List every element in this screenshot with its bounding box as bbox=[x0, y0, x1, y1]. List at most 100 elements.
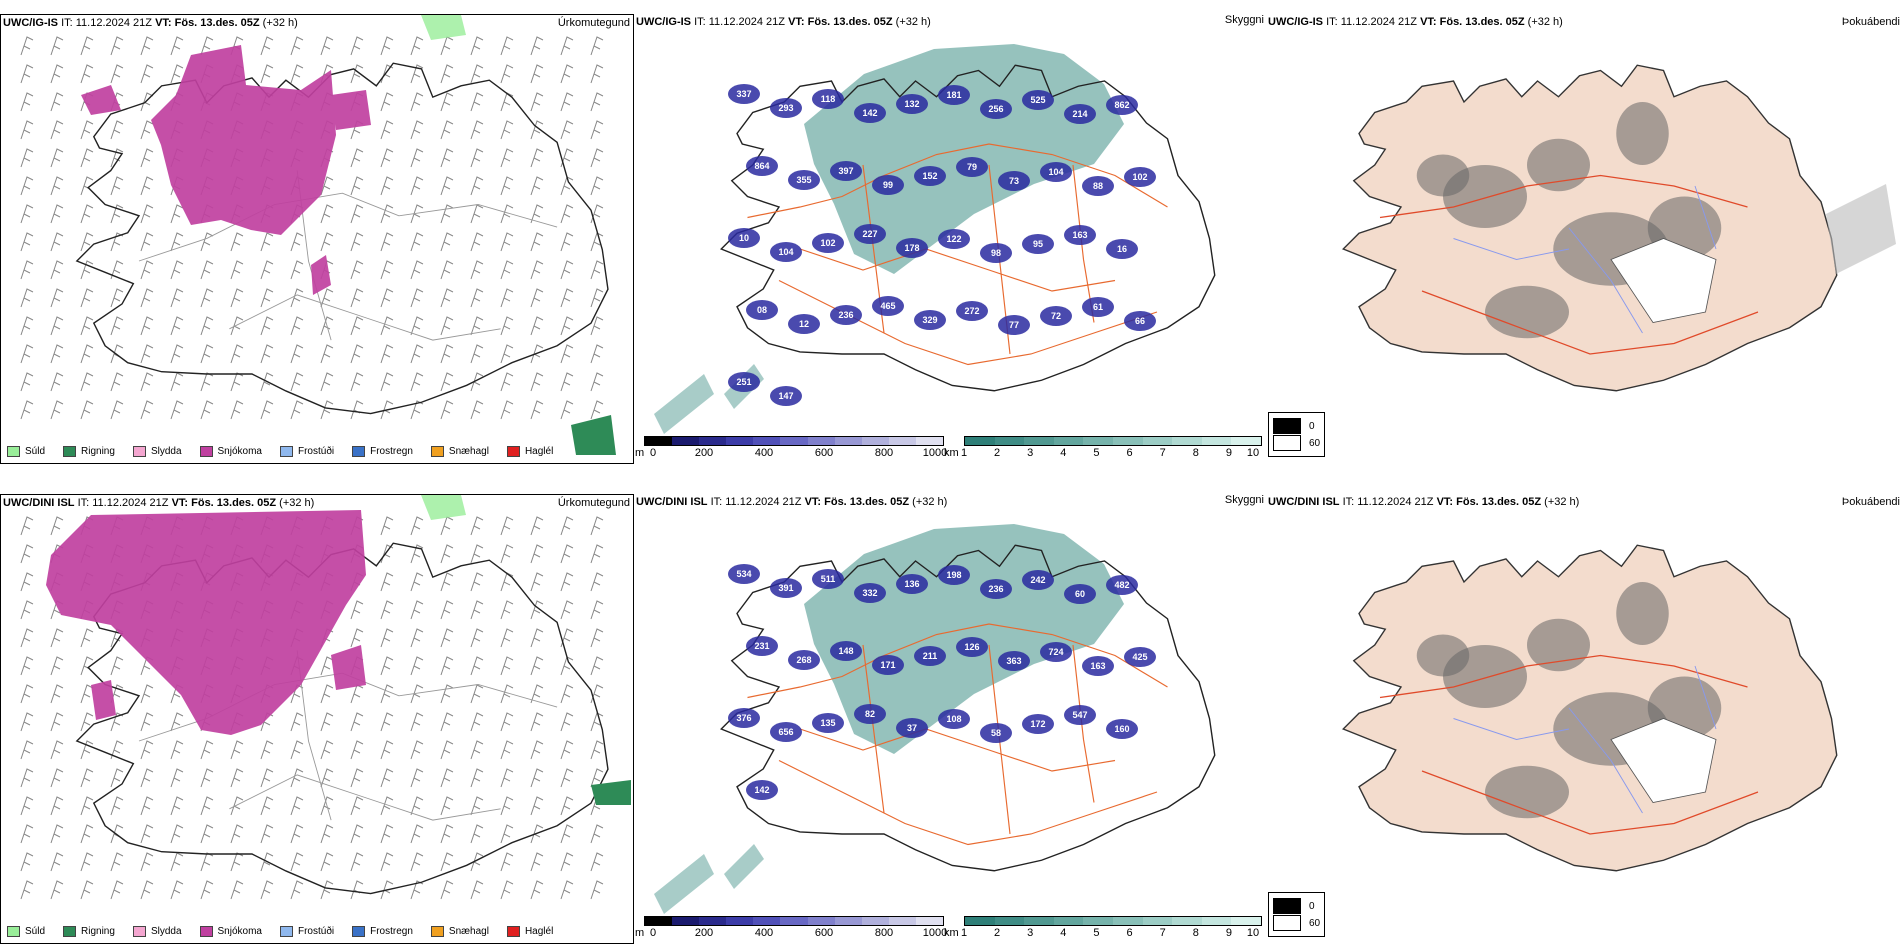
panel-title: Úrkomutegund bbox=[557, 497, 630, 509]
wind-barb bbox=[380, 232, 394, 252]
wind-barb bbox=[50, 852, 64, 872]
legend-swatch bbox=[7, 446, 20, 457]
wind-barb bbox=[20, 372, 34, 392]
wind-barb bbox=[350, 796, 364, 816]
wind-barb bbox=[140, 824, 154, 844]
wind-barb bbox=[530, 628, 544, 648]
colorbar-segment bbox=[861, 437, 889, 445]
ceiling-height-label: 211 bbox=[923, 651, 938, 661]
wind-barb bbox=[290, 260, 304, 280]
visibility-unit: km bbox=[944, 927, 959, 939]
cloud-ceiling-area bbox=[896, 718, 928, 738]
wind-barb bbox=[590, 64, 604, 84]
wind-barb bbox=[380, 516, 394, 536]
colorbar-tick: 200 bbox=[694, 447, 714, 459]
wind-barb bbox=[50, 64, 64, 84]
wind-barb bbox=[590, 36, 604, 56]
wind-barb bbox=[230, 288, 244, 308]
wind-barb bbox=[560, 288, 574, 308]
wind-barb bbox=[530, 260, 544, 280]
wind-barb bbox=[50, 288, 64, 308]
wind-barb bbox=[470, 656, 484, 676]
ceiling-height-label: 293 bbox=[778, 103, 793, 113]
wind-barb bbox=[590, 372, 604, 392]
ceiling-height-label: 102 bbox=[1132, 172, 1147, 182]
wind-barb bbox=[260, 344, 274, 364]
fog-legend: 0 60 bbox=[1268, 892, 1326, 937]
wind-barb bbox=[530, 684, 544, 704]
cloud-ceiling-area bbox=[980, 579, 1012, 599]
wind-barb bbox=[260, 232, 274, 252]
colorbar-segment bbox=[965, 917, 995, 925]
precip-legend: Súld Rigning Slydda Snjókoma Frostúði Fr… bbox=[7, 446, 553, 457]
wind-barb bbox=[560, 796, 574, 816]
wind-barb bbox=[20, 628, 34, 648]
wind-barb bbox=[170, 344, 184, 364]
cloud-ceiling-area bbox=[728, 564, 760, 584]
wind-barb bbox=[140, 288, 154, 308]
colorbar-tick: 8 bbox=[1192, 447, 1199, 459]
wind-barb bbox=[140, 344, 154, 364]
wind-barb bbox=[380, 852, 394, 872]
wind-barb bbox=[500, 260, 514, 280]
wind-barb bbox=[500, 516, 514, 536]
wind-barb bbox=[440, 64, 454, 84]
colorbar-segment bbox=[753, 437, 781, 445]
wind-barb bbox=[410, 684, 424, 704]
height-unit: m bbox=[635, 447, 645, 459]
ceiling-height-label: 511 bbox=[821, 574, 836, 584]
wind-barb bbox=[500, 176, 514, 196]
wind-barb bbox=[470, 288, 484, 308]
glacier bbox=[1610, 238, 1717, 323]
wind-barb bbox=[590, 92, 604, 112]
ceiling-height-label: 77 bbox=[1009, 320, 1019, 330]
wind-barb bbox=[80, 148, 94, 168]
ceiling-height-label: 482 bbox=[1114, 580, 1129, 590]
wind-barb bbox=[530, 372, 544, 392]
wind-barb bbox=[470, 824, 484, 844]
wind-barb bbox=[380, 684, 394, 704]
wind-barb bbox=[380, 768, 394, 788]
wind-barb bbox=[260, 852, 274, 872]
wind-barb bbox=[410, 768, 424, 788]
ceiling-height-label: 122 bbox=[946, 234, 961, 244]
low-visibility-area bbox=[654, 844, 764, 914]
wind-barb bbox=[410, 712, 424, 732]
colorbar-tick: 0 bbox=[649, 927, 657, 939]
wind-barb bbox=[200, 768, 214, 788]
wind-barb bbox=[20, 572, 34, 592]
wind-barb bbox=[350, 344, 364, 364]
wind-barb bbox=[530, 204, 544, 224]
wind-barb bbox=[110, 120, 124, 140]
wind-barb bbox=[560, 204, 574, 224]
precip-legend: Súld Rigning Slydda Snjókoma Frostúði Fr… bbox=[7, 926, 553, 937]
wind-barb bbox=[470, 92, 484, 112]
wind-barb bbox=[470, 796, 484, 816]
cloud-ceiling-area bbox=[854, 103, 886, 123]
wind-barb bbox=[560, 572, 574, 592]
wind-barb bbox=[260, 36, 274, 56]
wind-barb bbox=[170, 204, 184, 224]
wind-barb bbox=[20, 400, 34, 420]
wind-barb bbox=[20, 148, 34, 168]
colorbar-tick: 8 bbox=[1192, 927, 1199, 939]
precip-map bbox=[20, 15, 616, 455]
wind-barb bbox=[590, 344, 604, 364]
wind-barb bbox=[350, 176, 364, 196]
drizzle-area bbox=[421, 15, 466, 40]
wind-barb bbox=[20, 344, 34, 364]
ceiling-height-label: 136 bbox=[904, 579, 919, 589]
colorbar-segment bbox=[726, 437, 754, 445]
legend-item: Slydda bbox=[132, 446, 182, 457]
wind-barb bbox=[230, 740, 244, 760]
wind-barb bbox=[500, 288, 514, 308]
wind-barb bbox=[80, 684, 94, 704]
colorbar-segment bbox=[1053, 917, 1084, 925]
wind-barb bbox=[290, 64, 304, 84]
wind-barb bbox=[230, 852, 244, 872]
fog-area bbox=[1616, 582, 1669, 645]
wind-barb bbox=[140, 148, 154, 168]
panel-header: UWC/DINI ISL IT: 11.12.2024 21Z VT: Fös.… bbox=[3, 497, 315, 509]
wind-barb bbox=[80, 344, 94, 364]
ceiling-height-label: 227 bbox=[862, 229, 877, 239]
